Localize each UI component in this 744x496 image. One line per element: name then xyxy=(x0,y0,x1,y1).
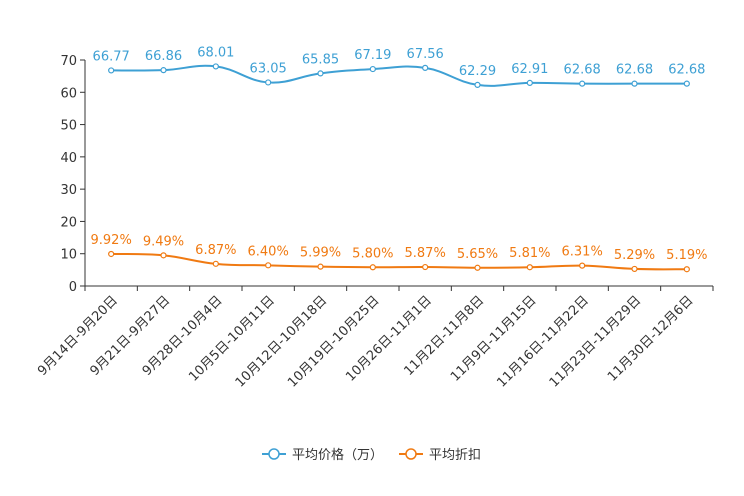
data-point[interactable] xyxy=(317,70,324,77)
data-point[interactable] xyxy=(579,262,586,269)
data-label: 5.29% xyxy=(614,248,655,263)
axes: 0102030405060709月14日-9月20日9月21日-9月27日9月2… xyxy=(35,54,714,391)
data-point[interactable] xyxy=(160,252,167,259)
data-point[interactable] xyxy=(212,63,219,70)
data-point[interactable] xyxy=(683,80,690,87)
series-line xyxy=(111,64,687,87)
data-label: 67.19 xyxy=(354,48,391,63)
data-point[interactable] xyxy=(526,264,533,271)
data-label: 68.01 xyxy=(197,45,234,60)
legend[interactable]: 平均价格（万） 平均折扣 xyxy=(262,447,481,463)
x-tick-label: 11月23日-11月29日 xyxy=(547,293,644,390)
data-point[interactable] xyxy=(317,263,324,270)
y-tick-label: 30 xyxy=(60,183,77,198)
data-label: 5.80% xyxy=(352,246,393,261)
y-tick-label: 70 xyxy=(60,54,77,69)
data-label: 5.19% xyxy=(666,248,707,263)
data-label: 65.85 xyxy=(302,52,339,67)
data-point[interactable] xyxy=(212,260,219,267)
y-tick-label: 10 xyxy=(60,248,77,263)
data-label: 5.87% xyxy=(405,246,446,261)
data-label: 62.68 xyxy=(668,63,705,78)
data-label: 66.86 xyxy=(145,49,182,64)
data-point[interactable] xyxy=(265,262,272,269)
legend-marker-icon xyxy=(405,448,417,460)
data-label: 62.29 xyxy=(459,64,496,79)
data-label: 62.68 xyxy=(616,63,653,78)
series-line xyxy=(111,252,687,271)
data-label: 9.92% xyxy=(91,233,132,248)
legend-label: 平均价格（万） xyxy=(292,447,383,463)
data-point[interactable] xyxy=(474,81,481,88)
legend-label: 平均折扣 xyxy=(429,448,481,463)
data-point[interactable] xyxy=(579,80,586,87)
data-point[interactable] xyxy=(474,264,481,271)
data-label: 62.68 xyxy=(564,63,601,78)
data-point[interactable] xyxy=(160,67,167,74)
legend-marker-icon xyxy=(268,448,280,460)
data-point[interactable] xyxy=(422,64,429,71)
data-label: 6.31% xyxy=(562,245,603,260)
data-point[interactable] xyxy=(108,250,115,258)
data-label: 63.05 xyxy=(250,61,287,76)
data-point[interactable] xyxy=(631,265,638,273)
data-point[interactable] xyxy=(683,266,690,273)
data-label: 5.99% xyxy=(300,246,341,261)
data-point[interactable] xyxy=(631,80,638,87)
x-tick-label: 10月19日-10月25日 xyxy=(285,293,382,390)
data-point[interactable] xyxy=(108,67,115,74)
y-tick-label: 50 xyxy=(60,119,77,134)
data-point[interactable] xyxy=(526,79,533,86)
data-point[interactable] xyxy=(369,264,376,271)
y-tick-label: 0 xyxy=(69,280,77,295)
y-tick-label: 60 xyxy=(60,86,77,101)
y-tick-label: 20 xyxy=(60,215,77,230)
data-label: 6.40% xyxy=(248,244,289,259)
series-avg-discount: 9.92% 9.49% 6.87% 6.40% 5.99% 5.80% 5.87% 5.65%… xyxy=(91,233,707,273)
data-point[interactable] xyxy=(265,79,272,86)
legend-item-avg-discount[interactable]: 平均折扣 xyxy=(399,448,481,463)
data-label: 5.65% xyxy=(457,247,498,262)
data-label: 9.49% xyxy=(143,234,184,249)
legend-item-avg-price[interactable]: 平均价格（万） xyxy=(262,447,383,463)
series-avg-price: 66.77 66.86 68.01 63.05 65.85 67.19 67.56 62.29… xyxy=(93,45,705,88)
data-label: 66.77 xyxy=(93,49,130,64)
data-label: 67.56 xyxy=(407,47,444,62)
data-label: 6.87% xyxy=(195,243,236,258)
y-tick-label: 40 xyxy=(60,151,77,166)
series-layer: 66.77 66.86 68.01 63.05 65.85 67.19 67.56 62.29… xyxy=(91,45,707,273)
data-point[interactable] xyxy=(422,263,429,271)
data-point[interactable] xyxy=(369,65,376,73)
data-label: 62.91 xyxy=(511,62,548,77)
x-tick-label: 10月12日-10月18日 xyxy=(233,293,330,390)
x-tick-label: 11月16日-11月22日 xyxy=(494,293,591,390)
data-label: 5.81% xyxy=(509,246,550,261)
